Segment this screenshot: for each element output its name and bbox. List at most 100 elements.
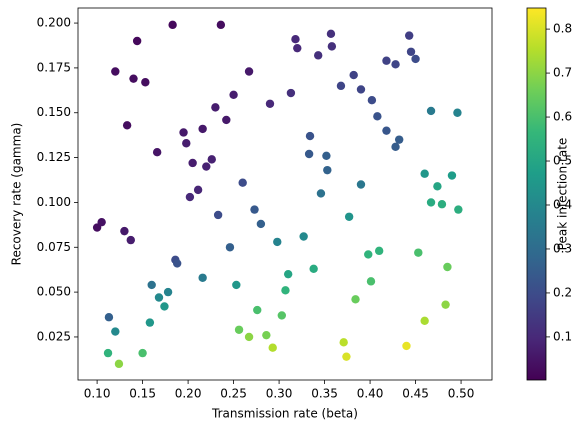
point: [122, 121, 132, 130]
point: [454, 205, 463, 214]
point: [213, 210, 223, 220]
point: [172, 259, 182, 268]
point: [244, 67, 254, 76]
point: [283, 269, 293, 279]
point: [114, 359, 124, 369]
point: [268, 343, 277, 352]
y-tick-label: 0.150: [37, 105, 71, 119]
point: [323, 165, 332, 175]
point: [364, 250, 373, 259]
point: [145, 318, 155, 327]
point: [129, 74, 138, 83]
point: [453, 108, 462, 117]
point: [339, 338, 348, 347]
point: [277, 311, 287, 320]
x-tick-label: 0.40: [357, 387, 384, 401]
x-tick-label: 0.10: [84, 387, 111, 401]
point: [305, 131, 315, 141]
x-tick-label: 0.35: [311, 387, 338, 401]
colorbar-tick-label: 0.7: [553, 66, 572, 80]
point: [356, 85, 366, 94]
point: [366, 277, 376, 286]
point: [198, 273, 207, 282]
point: [299, 232, 308, 241]
point: [447, 171, 457, 180]
point: [367, 95, 377, 105]
point: [374, 246, 384, 256]
point: [402, 341, 411, 351]
point: [138, 348, 147, 358]
point: [265, 99, 275, 108]
x-tick-label: 0.25: [220, 387, 247, 401]
point: [356, 180, 366, 189]
colorbar-tick-label: 0.6: [553, 110, 572, 124]
plot-frame: [77, 7, 493, 381]
point: [351, 295, 360, 304]
point: [168, 20, 177, 30]
point: [281, 286, 290, 295]
colorbar-label: Peak infection rate: [556, 138, 570, 251]
point: [185, 192, 195, 202]
point: [160, 302, 169, 311]
point: [188, 158, 197, 168]
point: [238, 178, 247, 187]
point: [262, 330, 271, 340]
colorbar-tick-label: 0.3: [553, 241, 572, 255]
point: [336, 81, 346, 91]
point: [111, 67, 120, 76]
point: [391, 60, 400, 69]
point: [141, 78, 150, 87]
colorbar-tick-label: 0.5: [553, 154, 572, 168]
point: [322, 151, 331, 160]
point: [420, 169, 429, 178]
point: [104, 313, 114, 322]
point: [433, 182, 442, 191]
point: [211, 103, 220, 112]
point: [382, 56, 391, 65]
point: [411, 54, 420, 64]
point: [193, 185, 203, 195]
point: [126, 235, 135, 245]
point: [326, 29, 336, 39]
point: [391, 142, 400, 152]
point: [182, 139, 191, 148]
y-tick-label: 0.050: [37, 285, 71, 299]
colorbar-tick-label: 0.4: [553, 197, 572, 211]
point: [314, 51, 323, 60]
point: [293, 43, 302, 53]
point: [405, 31, 414, 40]
x-tick-label: 0.15: [129, 387, 156, 401]
point: [202, 162, 211, 171]
y-tick-label: 0.175: [37, 60, 71, 74]
point: [316, 189, 326, 198]
x-tick-label: 0.30: [266, 387, 293, 401]
x-tick-label: 0.20: [175, 387, 202, 401]
y-axis-label: Recovery rate (gamma): [10, 123, 24, 266]
point: [441, 300, 450, 309]
point: [256, 219, 266, 229]
point: [225, 243, 235, 252]
point: [426, 106, 436, 116]
point: [222, 115, 231, 125]
y-tick-label: 0.025: [37, 329, 71, 343]
point: [406, 47, 416, 56]
y-tick-label: 0.075: [37, 240, 71, 254]
colorbar-tick-label: 0.8: [553, 22, 572, 36]
point: [147, 280, 156, 290]
point: [154, 293, 164, 302]
point: [253, 305, 262, 315]
point: [152, 148, 162, 157]
point: [103, 348, 113, 358]
point: [216, 20, 226, 30]
x-tick-label: 0.50: [448, 387, 475, 401]
point: [207, 155, 216, 164]
point: [163, 287, 173, 297]
point: [304, 149, 314, 159]
point: [349, 70, 358, 80]
colorbar-tick-label: 0.2: [553, 285, 572, 299]
y-tick-label: 0.100: [37, 195, 71, 209]
point: [250, 205, 259, 214]
point: [286, 88, 296, 98]
point: [179, 128, 188, 137]
